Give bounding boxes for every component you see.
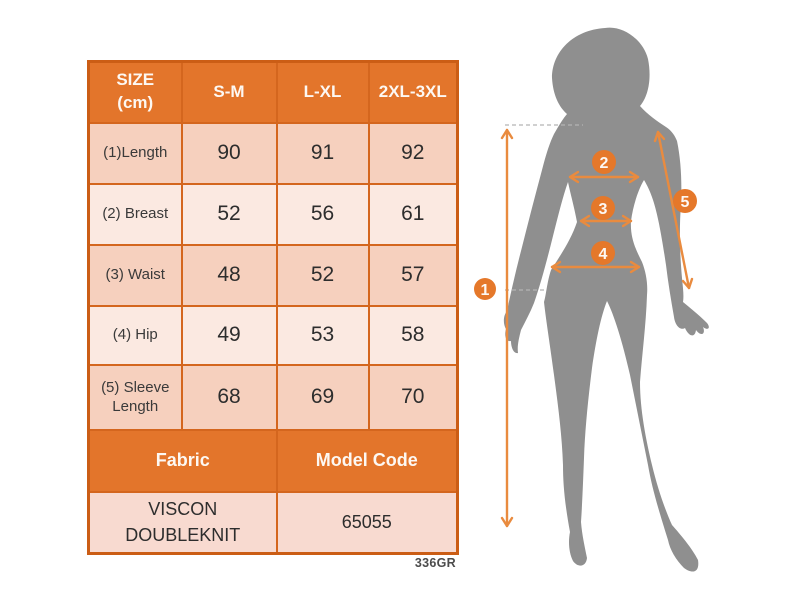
value-cell: 52 bbox=[180, 182, 278, 246]
fabric-value: VISCON DOUBLEKNIT bbox=[87, 490, 278, 555]
measurement-arrow-length bbox=[500, 128, 514, 528]
col-header-lxl: L-XL bbox=[275, 60, 370, 124]
measurement-arrow-waist bbox=[579, 214, 633, 228]
col-header-sm: S-M bbox=[180, 60, 278, 124]
svg-text:3: 3 bbox=[599, 201, 608, 218]
value-cell: 49 bbox=[180, 304, 278, 366]
row-label: (5) Sleeve Length bbox=[87, 363, 183, 431]
info-value-row: VISCON DOUBLEKNIT 65055 bbox=[87, 490, 459, 555]
size-table: SIZE (cm) S-M L-XL 2XL-3XL (1)Length 90 … bbox=[87, 60, 459, 555]
value-cell: 92 bbox=[367, 121, 459, 185]
svg-text:4: 4 bbox=[599, 246, 608, 263]
value-cell: 61 bbox=[367, 182, 459, 246]
value-cell: 69 bbox=[275, 363, 370, 431]
value-cell: 53 bbox=[275, 304, 370, 366]
table-row-sleeve-length: (5) Sleeve Length 68 69 70 bbox=[87, 363, 459, 431]
weight-footnote: 336GR bbox=[414, 556, 456, 570]
value-cell: 52 bbox=[275, 243, 370, 307]
value-cell: 57 bbox=[367, 243, 459, 307]
value-cell: 90 bbox=[180, 121, 278, 185]
table-row-breast: (2) Breast 52 56 61 bbox=[87, 182, 459, 246]
fabric-header: Fabric bbox=[87, 428, 278, 493]
value-cell: 56 bbox=[275, 182, 370, 246]
info-header-row: Fabric Model Code bbox=[87, 428, 459, 493]
value-cell: 58 bbox=[367, 304, 459, 366]
measurement-diagram: 1 2 3 4 5 bbox=[474, 27, 709, 572]
row-label: (3) Waist bbox=[87, 243, 183, 307]
table-row-waist: (3) Waist 48 52 57 bbox=[87, 243, 459, 307]
measurement-badge-4: 4 bbox=[591, 241, 615, 265]
table-row-length: (1)Length 90 91 92 bbox=[87, 121, 459, 185]
size-table-header-row: SIZE (cm) S-M L-XL 2XL-3XL bbox=[87, 60, 459, 124]
row-label: (2) Breast bbox=[87, 182, 183, 246]
svg-text:1: 1 bbox=[481, 282, 490, 299]
value-cell: 91 bbox=[275, 121, 370, 185]
measurement-badge-3: 3 bbox=[591, 196, 615, 220]
measurement-arrow-hip bbox=[550, 260, 641, 274]
value-cell: 48 bbox=[180, 243, 278, 307]
model-code-header: Model Code bbox=[275, 428, 459, 493]
size-unit-header: SIZE (cm) bbox=[87, 60, 183, 124]
measurement-arrow-sleeve bbox=[653, 130, 694, 290]
value-cell: 68 bbox=[180, 363, 278, 431]
svg-text:2: 2 bbox=[600, 155, 609, 172]
measurement-arrow-breast bbox=[568, 170, 640, 184]
value-cell: 70 bbox=[367, 363, 459, 431]
svg-text:5: 5 bbox=[681, 194, 690, 211]
measurement-badge-5: 5 bbox=[673, 189, 697, 213]
measurement-badge-2: 2 bbox=[592, 150, 616, 174]
table-row-hip: (4) Hip 49 53 58 bbox=[87, 304, 459, 366]
row-label: (4) Hip bbox=[87, 304, 183, 366]
measurement-badge-1: 1 bbox=[474, 278, 496, 300]
female-body-silhouette-icon bbox=[503, 27, 709, 572]
model-code-value: 65055 bbox=[275, 490, 459, 555]
row-label: (1)Length bbox=[87, 121, 183, 185]
col-header-2xl3xl: 2XL-3XL bbox=[367, 60, 459, 124]
